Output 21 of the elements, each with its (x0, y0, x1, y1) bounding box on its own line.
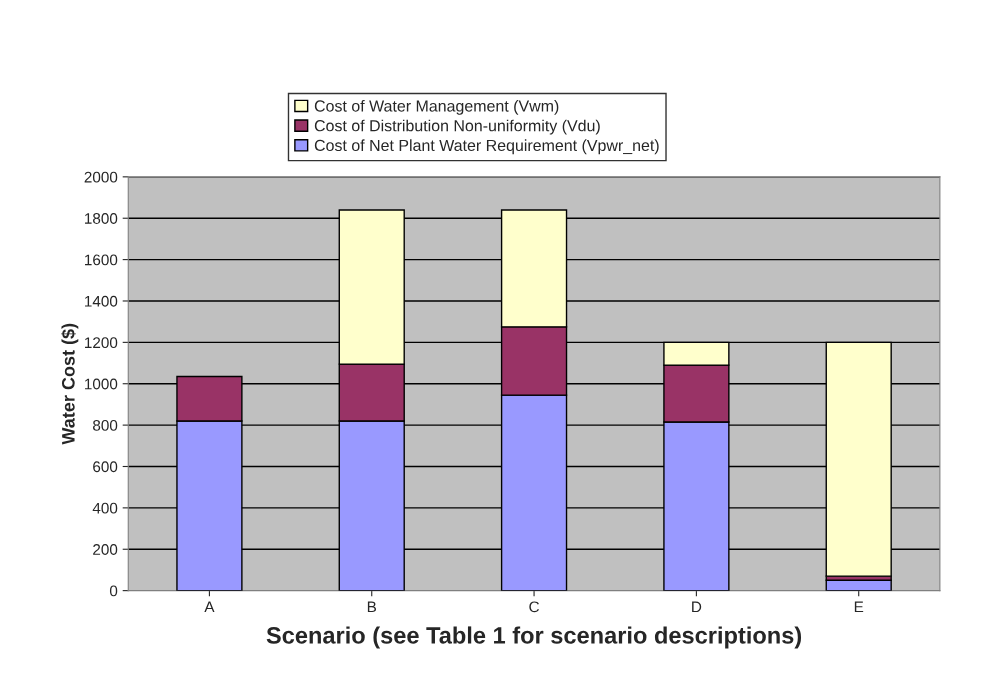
y-tick-label: 1200 (85, 337, 118, 349)
legend-label: Cost of Net Plant Water Requirement (Vpwr_net) (314, 139, 659, 155)
y-tick-label: 400 (92, 502, 118, 514)
y-tick-label: 600 (93, 461, 118, 473)
x-tick-label: B (367, 601, 377, 613)
legend-label: Cost of Distribution Non-uniformity (Vdu) (314, 119, 600, 135)
y-tick-label: 1800 (85, 213, 118, 224)
y-tick-label: 2000 (84, 171, 118, 183)
x-tick-label: A (204, 601, 215, 613)
y-tick-label: 800 (93, 419, 118, 431)
y-tick-label: 200 (93, 544, 118, 555)
y-tick-label: 0 (109, 585, 118, 597)
y-tick-label: 1000 (85, 378, 118, 390)
x-tick-label: E (854, 601, 864, 613)
legend-label: Cost of Water Management (Vwm) (314, 99, 559, 115)
x-axis-title: Scenario (see Table 1 for scenario descriptions) (266, 626, 802, 649)
x-tick-label: D (692, 601, 702, 613)
y-axis-title: Water Cost ($) (61, 323, 79, 445)
y-tick-label: 1400 (85, 295, 118, 307)
x-tick-label: C (529, 601, 539, 613)
y-tick-label: 1600 (85, 254, 118, 266)
